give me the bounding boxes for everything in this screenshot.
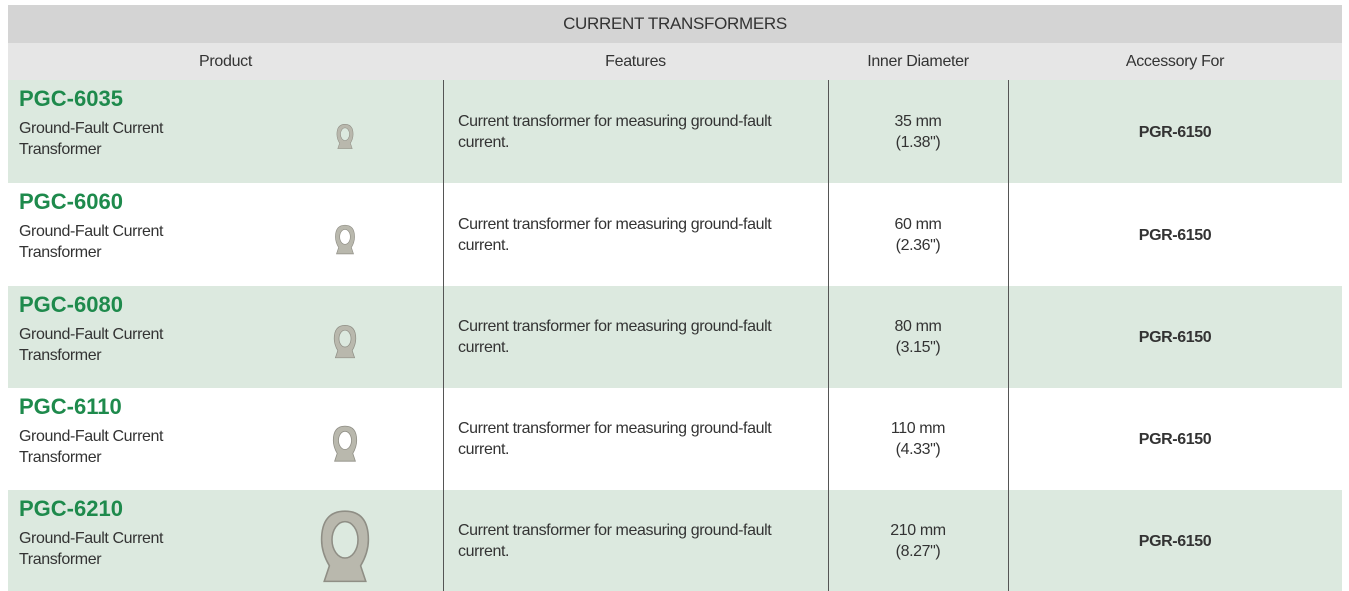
product-image bbox=[334, 222, 356, 256]
accessory: PGR-6150 bbox=[1008, 429, 1342, 450]
product-name: PGC-6060 bbox=[19, 189, 123, 215]
column-separator bbox=[443, 183, 444, 286]
column-separator bbox=[828, 183, 829, 286]
column-separator bbox=[828, 388, 829, 490]
column-header: Features bbox=[443, 43, 828, 80]
column-separator bbox=[1008, 490, 1009, 591]
features: Current transformer for measuring ground… bbox=[458, 316, 778, 358]
product-image bbox=[332, 422, 358, 464]
features: Current transformer for measuring ground… bbox=[458, 520, 778, 562]
product-name: PGC-6110 bbox=[19, 394, 122, 420]
column-header: Product bbox=[8, 43, 443, 80]
product-description: Ground-Fault Current Transformer bbox=[19, 426, 209, 468]
column-separator bbox=[828, 286, 829, 388]
diameter-line: 35 mm bbox=[828, 111, 1008, 132]
inner-diameter: 80 mm(3.15") bbox=[828, 316, 1008, 358]
column-header: Accessory For bbox=[1008, 43, 1342, 80]
diameter-line: (8.27") bbox=[828, 541, 1008, 562]
inner-diameter: 210 mm(8.27") bbox=[828, 520, 1008, 562]
product-name: PGC-6035 bbox=[19, 86, 123, 112]
inner-diameter: 110 mm(4.33") bbox=[828, 418, 1008, 460]
diameter-line: 80 mm bbox=[828, 316, 1008, 337]
accessory: PGR-6150 bbox=[1008, 531, 1342, 552]
product-description: Ground-Fault Current Transformer bbox=[19, 324, 209, 366]
column-separator bbox=[443, 490, 444, 591]
diameter-line: (3.15") bbox=[828, 337, 1008, 358]
column-separator bbox=[1008, 286, 1009, 388]
inner-diameter: 60 mm(2.36") bbox=[828, 214, 1008, 256]
column-separator bbox=[1008, 183, 1009, 286]
product-image bbox=[336, 121, 354, 151]
accessory: PGR-6150 bbox=[1008, 225, 1342, 246]
accessory: PGR-6150 bbox=[1008, 327, 1342, 348]
table-row: PGC-6080 Ground-Fault Current Transformer… bbox=[8, 286, 1342, 388]
table-row: PGC-6110 Ground-Fault Current Transformer… bbox=[8, 388, 1342, 490]
product-description: Ground-Fault Current Transformer bbox=[19, 221, 209, 263]
diameter-line: 60 mm bbox=[828, 214, 1008, 235]
diameter-line: (4.33") bbox=[828, 439, 1008, 460]
column-separator bbox=[443, 80, 444, 183]
product-image bbox=[319, 503, 371, 587]
column-separator bbox=[1008, 80, 1009, 183]
accessory: PGR-6150 bbox=[1008, 122, 1342, 143]
features: Current transformer for measuring ground… bbox=[458, 214, 778, 256]
column-separator bbox=[443, 388, 444, 490]
column-separator bbox=[828, 80, 829, 183]
product-name: PGC-6080 bbox=[19, 292, 123, 318]
column-separator bbox=[828, 490, 829, 591]
product-image bbox=[333, 321, 357, 361]
column-separator bbox=[1008, 388, 1009, 490]
features: Current transformer for measuring ground… bbox=[458, 418, 778, 460]
diameter-line: (1.38") bbox=[828, 132, 1008, 153]
product-name: PGC-6210 bbox=[19, 496, 123, 522]
features: Current transformer for measuring ground… bbox=[458, 111, 778, 153]
table-row: PGC-6060 Ground-Fault Current Transformer… bbox=[8, 183, 1342, 286]
column-header: Inner Diameter bbox=[828, 43, 1008, 80]
table-title: CURRENT TRANSFORMERS bbox=[8, 5, 1342, 43]
table-row: PGC-6210 Ground-Fault Current Transformer… bbox=[8, 490, 1342, 591]
product-description: Ground-Fault Current Transformer bbox=[19, 118, 209, 160]
page: CURRENT TRANSFORMERS ProductFeaturesInne… bbox=[0, 0, 1349, 591]
product-description: Ground-Fault Current Transformer bbox=[19, 528, 209, 570]
diameter-line: 110 mm bbox=[828, 418, 1008, 439]
table-row: PGC-6035 Ground-Fault Current Transformer… bbox=[8, 80, 1342, 183]
column-separator bbox=[443, 286, 444, 388]
diameter-line: 210 mm bbox=[828, 520, 1008, 541]
inner-diameter: 35 mm(1.38") bbox=[828, 111, 1008, 153]
diameter-line: (2.36") bbox=[828, 235, 1008, 256]
